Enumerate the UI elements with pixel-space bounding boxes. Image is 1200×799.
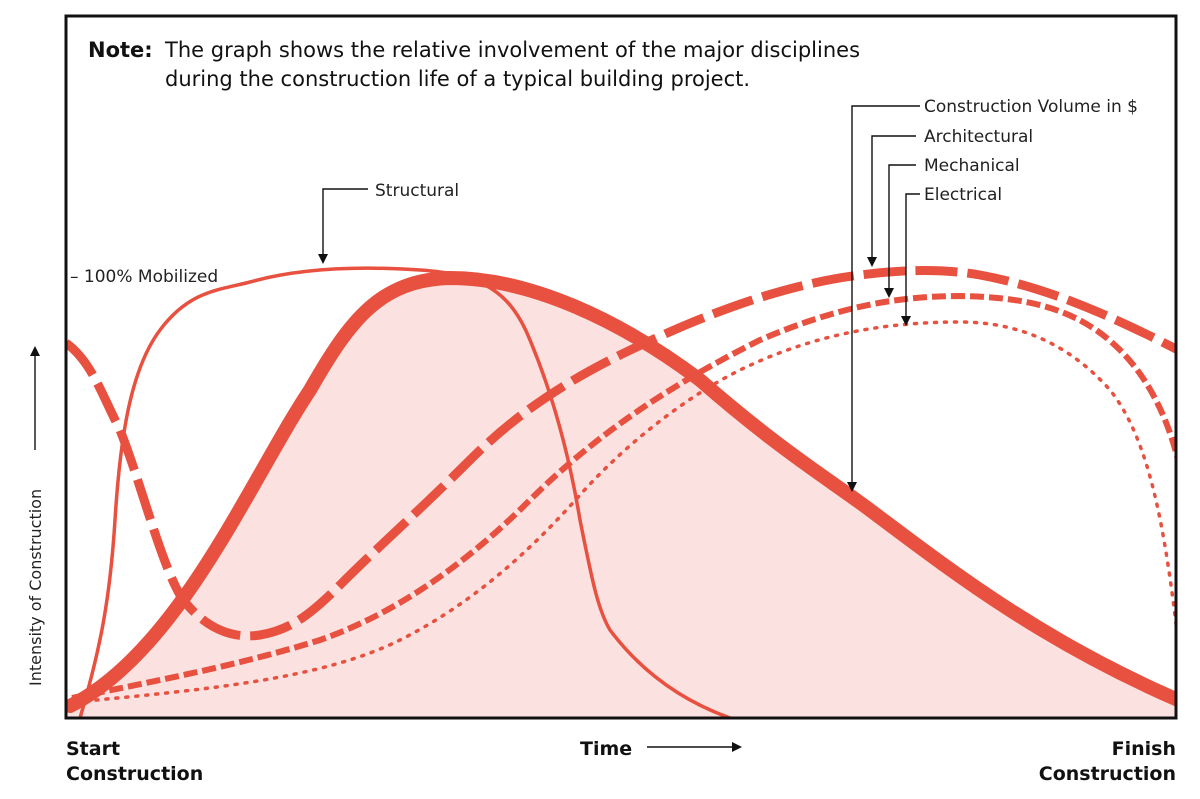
mechanical-label: Mechanical <box>924 156 1020 176</box>
finish-label-line1: Finish <box>1112 738 1176 760</box>
structural-curve <box>78 266 731 718</box>
start-label-line2: Construction <box>66 763 203 785</box>
finish-label-line2: Construction <box>1039 763 1176 785</box>
structural-leader <box>318 188 368 264</box>
construction-volume-leader <box>847 105 920 492</box>
plot-area <box>66 105 1176 718</box>
note-line-1: The graph shows the relative involvement… <box>164 38 860 62</box>
structural-label: Structural <box>375 181 459 201</box>
mechanical-curve <box>71 292 1176 701</box>
construction-volume-curve <box>66 270 1176 713</box>
mechanical-leader <box>884 164 916 298</box>
note-line-2: during the construction life of a typica… <box>165 67 750 91</box>
y-axis-label: Intensity of Construction <box>26 489 45 686</box>
mobilized-label: – 100% Mobilized <box>70 267 218 287</box>
note-label: Note: <box>88 38 153 62</box>
start-label-line1: Start <box>66 738 120 760</box>
architectural-label: Architectural <box>924 127 1033 147</box>
plot-frame <box>64 14 1178 720</box>
electrical-label: Electrical <box>924 185 1002 205</box>
time-label: Time <box>580 738 632 760</box>
electrical-leader <box>901 193 920 326</box>
architectural-leader <box>867 135 916 267</box>
architectural-curve <box>66 265 1176 641</box>
construction-volume-area <box>66 278 1176 718</box>
construction-volume-label: Construction Volume in $ <box>924 97 1138 117</box>
electrical-curve <box>74 320 1176 704</box>
